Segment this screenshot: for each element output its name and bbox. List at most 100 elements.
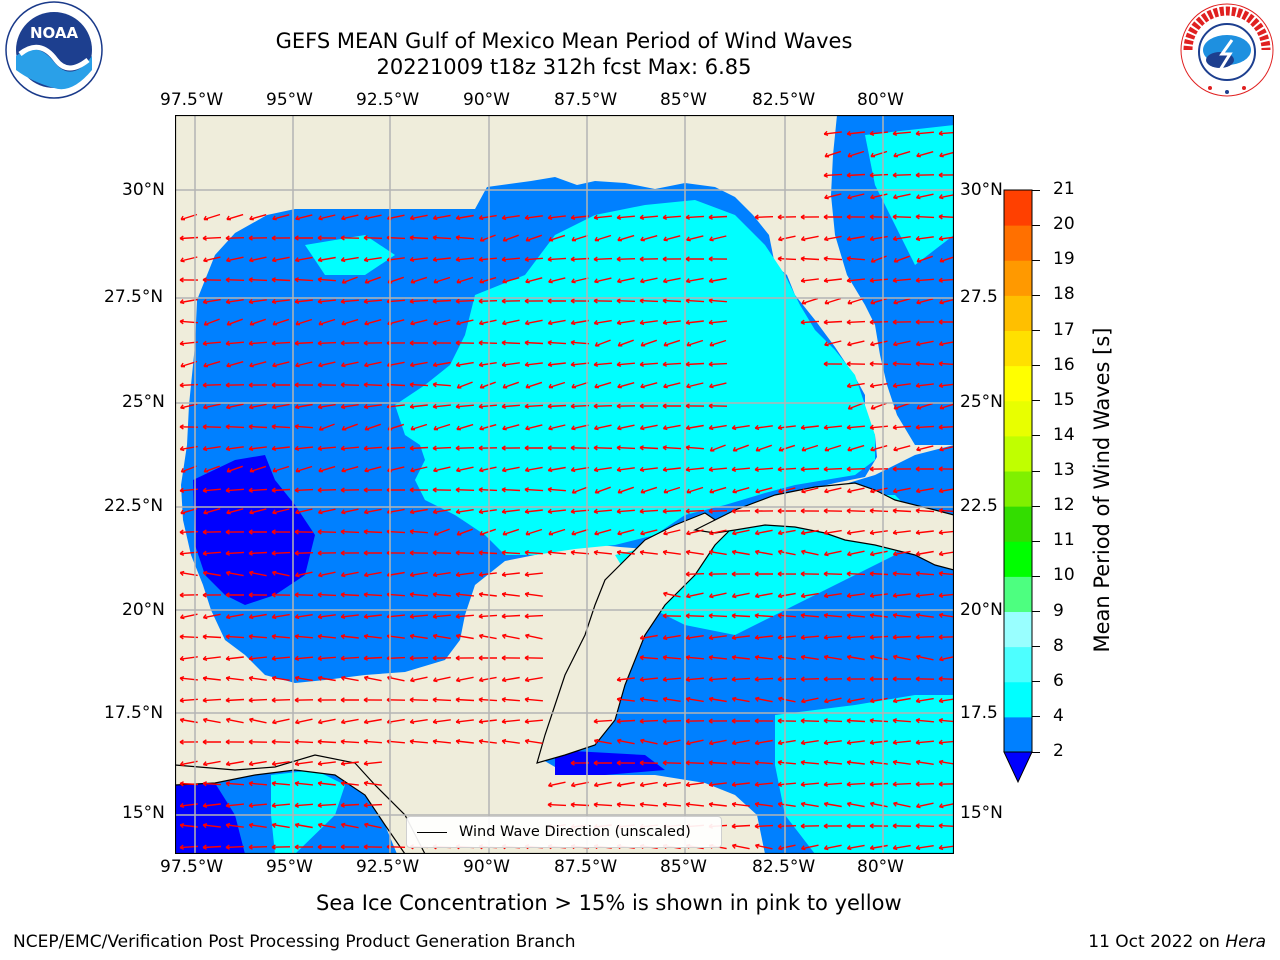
wave-direction-arrowhead	[616, 549, 622, 556]
wave-direction-arrowhead	[938, 844, 944, 851]
wave-direction-arrow	[203, 571, 221, 577]
wave-direction-arrowhead	[915, 488, 921, 494]
wave-direction-arrowhead	[317, 340, 322, 346]
wave-direction-arrowhead	[754, 740, 760, 746]
wave-direction-arrow	[755, 444, 773, 452]
wave-direction-arrowhead	[892, 845, 898, 851]
wave-direction-arrowhead	[501, 738, 507, 745]
wave-direction-arrow	[409, 699, 429, 701]
wave-direction-arrowhead	[571, 530, 576, 536]
wave-direction-arrow	[686, 320, 704, 324]
wave-direction-arrowhead	[823, 172, 828, 178]
wave-direction-arrowhead	[708, 740, 714, 746]
wave-direction-arrowhead	[892, 781, 897, 787]
wave-direction-arrowhead	[479, 236, 485, 242]
wave-direction-arrow	[801, 297, 819, 305]
wave-direction-arrowhead	[938, 130, 943, 136]
wave-direction-arrow	[226, 508, 244, 514]
wave-direction-arrow	[594, 529, 612, 535]
wave-direction-arrowhead	[639, 696, 645, 703]
wave-direction-arrowhead	[409, 697, 414, 703]
wave-direction-arrowhead	[754, 634, 760, 641]
wave-direction-arrowhead	[294, 404, 300, 410]
wave-direction-arrow	[916, 487, 934, 493]
wave-direction-arrow	[479, 466, 497, 472]
colorbar-segment	[1004, 506, 1032, 542]
colorbar-segment	[1004, 225, 1032, 261]
wave-direction-arrow	[202, 845, 222, 849]
wave-direction-arrow	[456, 593, 474, 597]
wave-direction-arrowhead	[225, 697, 230, 703]
wave-direction-arrowhead	[294, 235, 299, 241]
wave-direction-arrow	[870, 844, 888, 850]
wave-direction-arrow	[342, 276, 358, 284]
wave-direction-arrowhead	[318, 425, 324, 431]
wave-direction-arrowhead	[225, 340, 231, 346]
map-panel	[174, 114, 958, 855]
wave-direction-arrow	[479, 676, 497, 682]
wave-direction-arrowhead	[363, 822, 369, 828]
wave-direction-arrow	[341, 446, 359, 450]
wave-direction-arrow	[525, 551, 543, 555]
wave-direction-arrow	[916, 845, 934, 849]
lon-tick-top: 90°W	[463, 90, 510, 110]
wave-direction-arrow	[709, 739, 727, 745]
wave-direction-arrowhead	[340, 655, 345, 661]
colorbar-tick-label: 9	[1053, 600, 1064, 621]
wave-direction-arrowhead	[318, 362, 323, 368]
wave-direction-arrow	[456, 257, 474, 261]
wave-direction-arrowhead	[617, 383, 622, 389]
wave-direction-arrow	[847, 487, 865, 493]
wave-direction-arrowhead	[203, 257, 208, 263]
wave-direction-arrow	[272, 761, 290, 765]
colorbar-tick-mark	[1032, 716, 1040, 718]
wave-direction-arrow	[755, 529, 773, 535]
wave-direction-arrowhead	[731, 530, 737, 536]
wave-direction-arrow	[340, 656, 360, 660]
wave-direction-arrow	[456, 423, 474, 431]
wave-direction-arrowhead	[478, 738, 484, 745]
wave-direction-arrow	[617, 320, 635, 324]
wave-direction-arrow	[778, 656, 796, 660]
wave-direction-arrowhead	[294, 424, 299, 430]
wave-direction-arrowhead	[869, 488, 875, 494]
wave-direction-arrow	[433, 404, 451, 408]
wave-direction-arrow	[617, 739, 635, 745]
wave-direction-arrow	[271, 699, 291, 701]
wave-direction-arrowhead	[823, 319, 828, 325]
wave-direction-arrow	[271, 278, 291, 282]
wave-direction-arrow	[916, 697, 934, 703]
wave-direction-arrow	[432, 236, 452, 240]
wave-direction-arrow	[617, 698, 635, 702]
wave-direction-arrow	[824, 340, 842, 346]
wave-direction-arrow	[456, 276, 474, 284]
wave-direction-arrowhead	[800, 676, 805, 682]
wave-direction-arrow	[363, 803, 383, 807]
wave-direction-arrowhead	[179, 550, 185, 556]
wave-direction-arrow	[203, 824, 221, 828]
wave-direction-arrowhead	[547, 445, 552, 451]
wave-direction-arrowhead	[409, 445, 414, 451]
wave-direction-arrow	[455, 489, 475, 491]
wave-direction-arrow	[571, 424, 589, 430]
wave-direction-arrowhead	[524, 340, 529, 346]
wave-direction-arrow	[480, 234, 496, 242]
wave-direction-arrow	[410, 319, 428, 325]
wave-direction-arrow	[547, 341, 567, 345]
wave-direction-arrowhead	[340, 382, 345, 388]
wave-direction-arrow	[342, 423, 358, 431]
wave-direction-arrowhead	[432, 445, 437, 451]
wave-direction-arrowhead	[455, 298, 460, 304]
wave-direction-arrowhead	[639, 298, 644, 304]
wave-direction-arrowhead	[202, 634, 207, 640]
wave-direction-arrow	[433, 361, 451, 367]
wave-direction-arrowhead	[295, 320, 301, 326]
wave-direction-arrowhead	[294, 739, 299, 745]
wave-direction-arrowhead	[915, 759, 921, 765]
wave-direction-arrowhead	[639, 635, 645, 641]
wave-direction-arrowhead	[249, 215, 254, 221]
wave-direction-arrowhead	[409, 719, 415, 725]
wave-direction-arrow	[916, 550, 934, 556]
wave-direction-arrow	[318, 614, 336, 618]
lon-tick-bottom: 87.5°W	[554, 857, 618, 877]
